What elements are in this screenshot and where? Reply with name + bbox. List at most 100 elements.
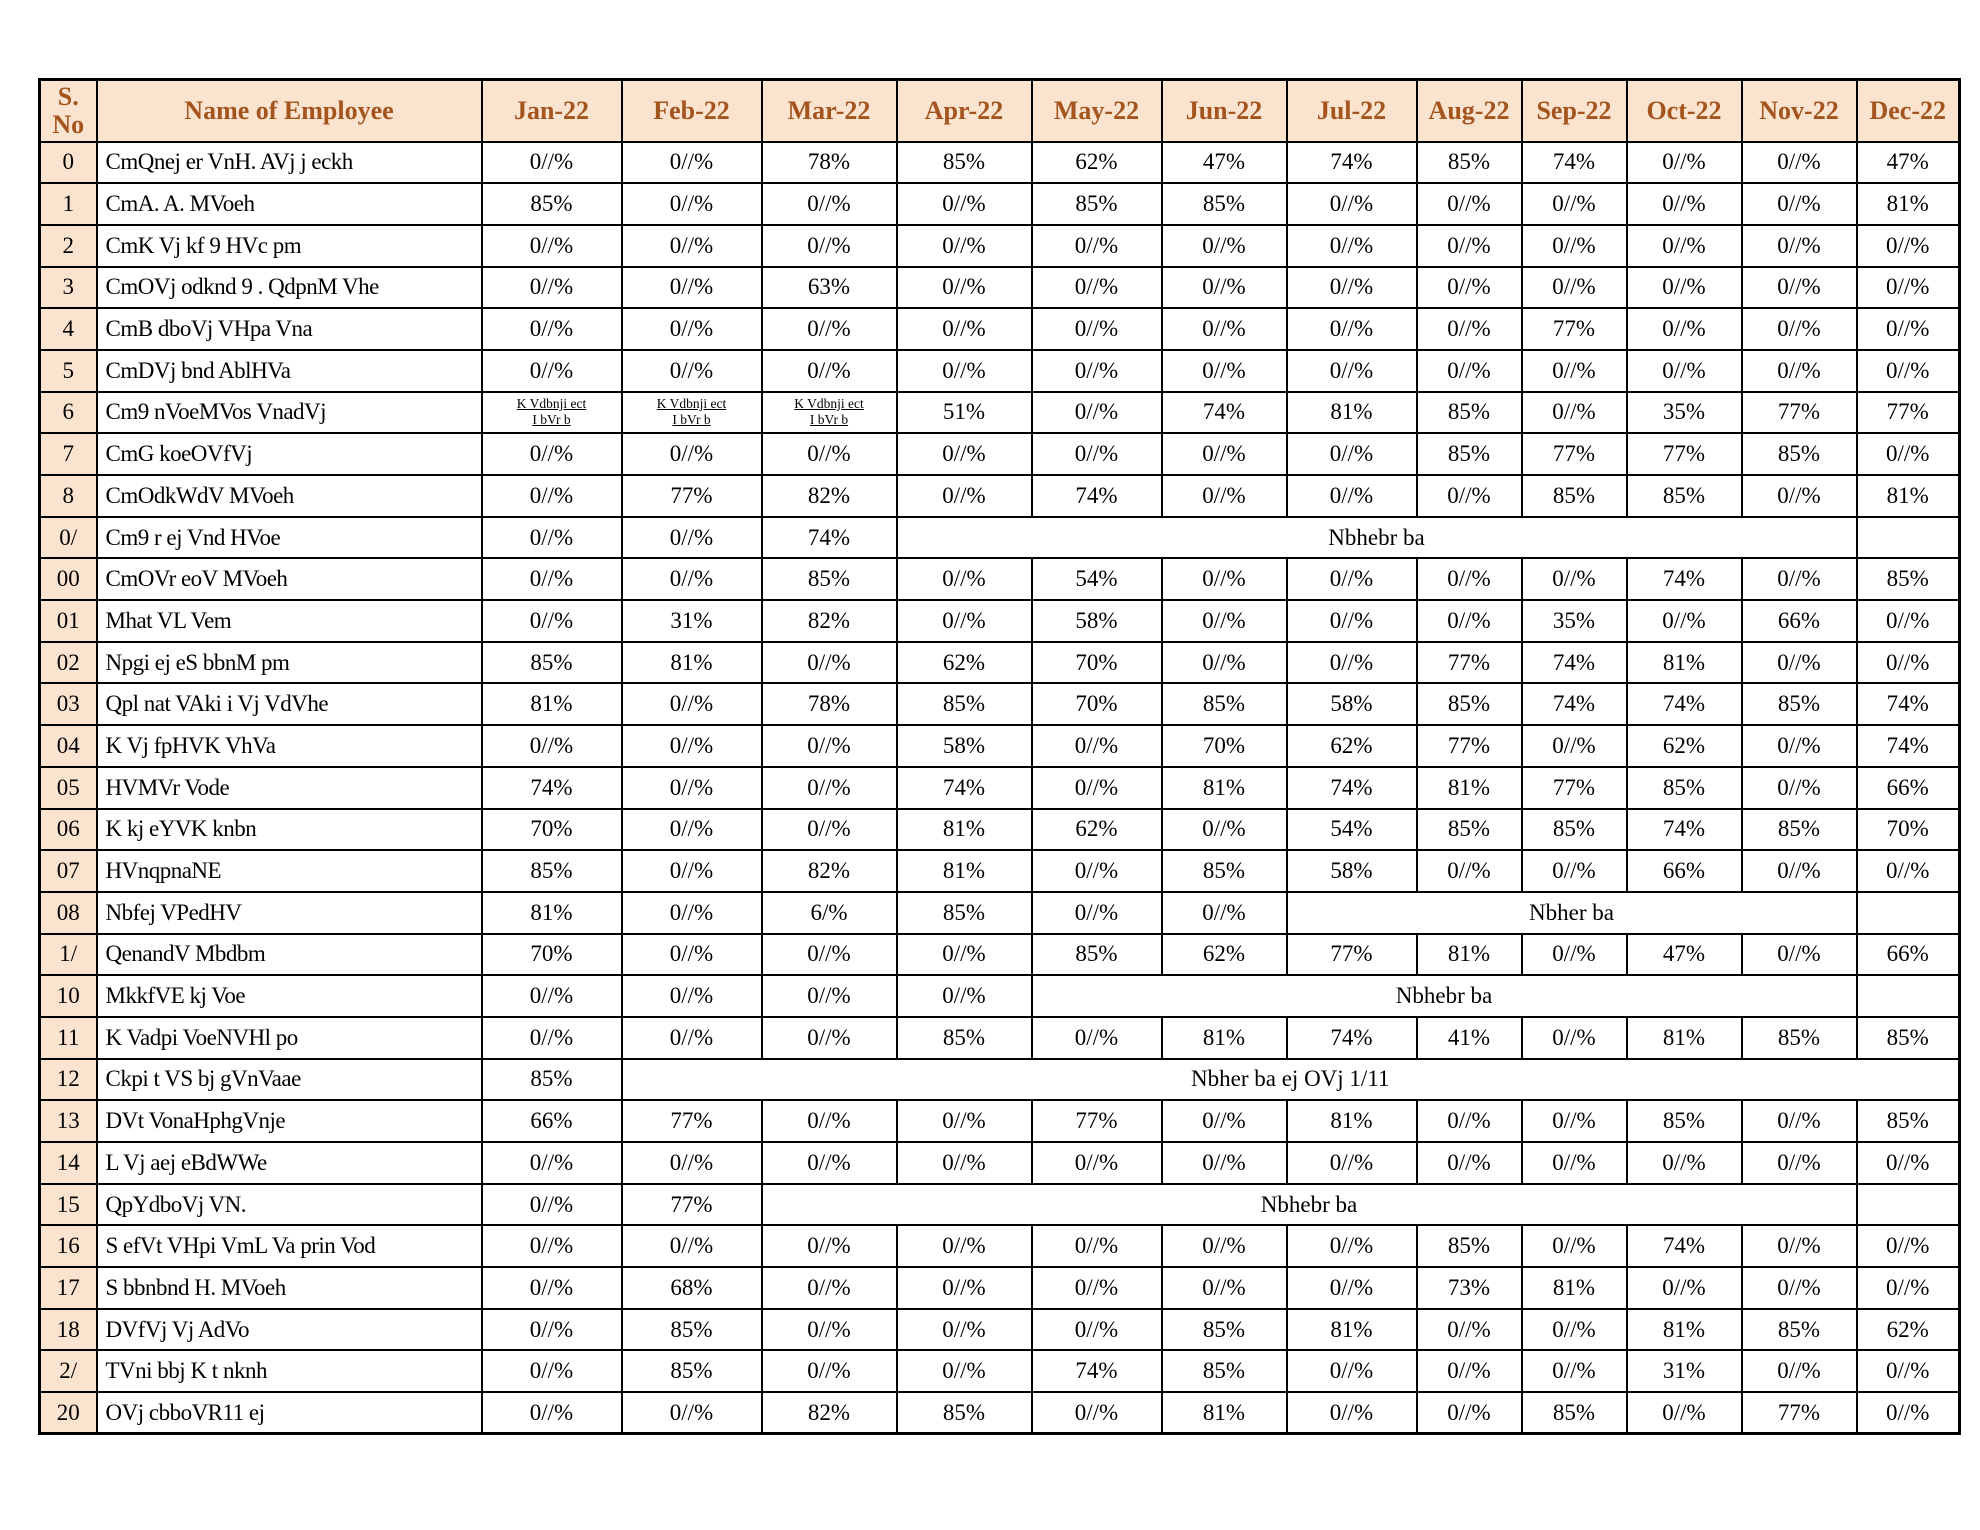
cell-employee-name: CmOVr eoV MVoeh (95, 557, 483, 602)
cell-month-value: 0//% (1855, 265, 1961, 310)
cell-sno: 17 (38, 1266, 98, 1310)
cell-sno: 16 (38, 1224, 98, 1269)
cell-month-value: 85% (1740, 432, 1858, 476)
cell-month-value: 0//% (1030, 348, 1163, 393)
cell-month-value: 0//% (760, 1015, 898, 1060)
cell-month-value: 0//% (1520, 1141, 1628, 1185)
cell-month-value: 77% (1855, 390, 1961, 435)
cell-month-value: 0//% (760, 182, 898, 226)
cell-month-value: 81% (1415, 932, 1523, 977)
cell-sno: 20 (38, 1391, 98, 1435)
cell-sno: 18 (38, 1307, 98, 1352)
cell-month-value: 62% (1160, 932, 1288, 977)
cell-employee-name: TVni bbj K t nknh (95, 1349, 483, 1394)
table-row: 0/Cm9 r ej Vnd HVoe 0//% 0//% 74% Nbhebr ba (38, 515, 1961, 560)
cell-month-value: 77% (1520, 765, 1628, 810)
cell-month-value: 85% (895, 140, 1033, 185)
cell-month-value: 0//% (1030, 765, 1163, 810)
cell-month-value: 0//% (1285, 1349, 1418, 1394)
table-row: 8 CmOdkWdV MVoeh 0//% 77% 82% 0//% 74% 0//% 0//%… (38, 474, 1961, 518)
cell-month-value: 81% (1520, 1266, 1628, 1310)
cell-month-value: 0//% (1855, 223, 1961, 268)
cell-month-value: 62% (895, 640, 1033, 685)
column-header-apr-22: Apr-22 (895, 78, 1033, 143)
cell-employee-name: K Vadpi VoeNVHl po (95, 1015, 483, 1060)
cell-month-value: 0//% (1855, 1349, 1961, 1394)
cell-month-value: 85% (1415, 140, 1523, 185)
table-row: 15 QpYdboVj VN. 0//% 77% Nbhebr ba (38, 1182, 1961, 1227)
cell-month-value: 70% (1855, 807, 1961, 852)
cell-month-value: 0//% (895, 1266, 1033, 1310)
cell-sno: 11 (38, 1015, 98, 1060)
cell-month-value: 85% (895, 890, 1033, 935)
cell-month-value: 0//% (1855, 1391, 1961, 1435)
cell-month-value: 85% (760, 557, 898, 602)
column-header-mar-22: Mar-22 (760, 78, 898, 143)
cell-month-value: 85% (1740, 807, 1858, 852)
table-row: 1/QenandV Mbdbm 70% 0//% 0//% 0//% 85% 62% 77% 8… (38, 932, 1961, 977)
cell-employee-name: S efVt VHpi VmL Va prin Vod (95, 1224, 483, 1269)
cell-empty (1855, 1182, 1961, 1227)
cell-month-value: 0//% (1740, 932, 1858, 977)
cell-month-value: 0//% (1625, 348, 1743, 393)
table-row: 2/TVni bbj K t nknh 0//% 85% 0//% 0//% 74% 85%… (38, 1349, 1961, 1394)
cell-month-value: 77% (620, 474, 763, 518)
cell-month-value: 81% (1625, 1307, 1743, 1352)
cell-month-value: 0//% (1285, 557, 1418, 602)
cell-sno: 00 (38, 557, 98, 602)
cell-month-value: 35% (1520, 599, 1628, 643)
table-row: 4 CmB dboVj VHpa Vna 0//% 0//% 0//% 0//% 0//% 0… (38, 307, 1961, 351)
cell-month-value: 0//% (1285, 348, 1418, 393)
table-row: 11 K Vadpi VoeNVHl po 0//% 0//% 0//% 85% 0//% 8… (38, 1015, 1961, 1060)
cell-month-value: 0//% (895, 1349, 1033, 1394)
cell-month-value: 74% (1625, 807, 1743, 852)
cell-month-value: 0//% (620, 432, 763, 476)
cell-month-value: 74% (1285, 1015, 1418, 1060)
cell-employee-name: Nbfej VPedHV (95, 890, 483, 935)
cell-sno: 1 (38, 182, 98, 226)
cell-month-value: 47% (1625, 932, 1743, 977)
cell-month-value: 54% (1285, 807, 1418, 852)
cell-month-value: 58% (1285, 849, 1418, 893)
cell-month-value: 0//% (1415, 307, 1523, 351)
cell-month-value: 0//% (1415, 474, 1523, 518)
cell-employee-name: OVj cbboVR11 ej (95, 1391, 483, 1435)
cell-sno: 1/ (38, 932, 98, 977)
cell-month-value: 85% (1740, 1307, 1858, 1352)
attendance-table: S. No Name of Employee Jan-22 Feb-22 Mar-2… (38, 78, 1961, 1436)
cell-month-value: 0//% (620, 348, 763, 393)
cell-month-value: 81% (1160, 1015, 1288, 1060)
cell-month-value: 0//% (895, 557, 1033, 602)
cell-month-value: 0//% (1740, 265, 1858, 310)
cell-month-value: 0//% (620, 682, 763, 727)
table-row: 1 CmA. A. MVoeh 85% 0//% 0//% 0//% 85% 85% 0//% 0… (38, 182, 1961, 226)
cell-month-value: 62% (1030, 807, 1163, 852)
cell-month-value: 0//% (620, 807, 763, 852)
column-header-jul-22: Jul-22 (1285, 78, 1418, 143)
cell-sno: 12 (38, 1057, 98, 1102)
cell-month-value: 77% (1285, 932, 1418, 977)
cell-month-value: 82% (760, 1391, 898, 1435)
table-row: 07 HVnqpnaNE 85% 0//% 82% 81% 0//% 85% 58% 0//% 0/… (38, 849, 1961, 893)
cell-month-value: 74% (1625, 557, 1743, 602)
cell-month-value: 0//% (1030, 1266, 1163, 1310)
table-row: 18 DVfVj Vj AdVo 0//% 85% 0//% 0//% 0//% 85% 81%… (38, 1307, 1961, 1352)
cell-month-value: 66% (1855, 765, 1961, 810)
cell-month-value: 81% (895, 849, 1033, 893)
cell-month-value: 0//% (1520, 182, 1628, 226)
cell-month-value: 62% (1855, 1307, 1961, 1352)
cell-month-value: 66% (1625, 849, 1743, 893)
cell-month-value: 85% (1415, 682, 1523, 727)
cell-month-value: 0//% (760, 807, 898, 852)
cell-sno: 07 (38, 849, 98, 893)
cell-month-value: 0//% (895, 265, 1033, 310)
cell-month-value: 0//% (1160, 307, 1288, 351)
cell-month-value: 0//% (895, 474, 1033, 518)
cell-month-value: 0//% (895, 599, 1033, 643)
cell-month-value: 0//% (1030, 1141, 1163, 1185)
cell-month-value: 77% (1030, 1099, 1163, 1143)
cell-month-value: 0//% (1415, 348, 1523, 393)
cell-month-value: 0//% (895, 932, 1033, 977)
cell-month-value: 0//% (620, 182, 763, 226)
cell-month-value: 0//% (1030, 307, 1163, 351)
